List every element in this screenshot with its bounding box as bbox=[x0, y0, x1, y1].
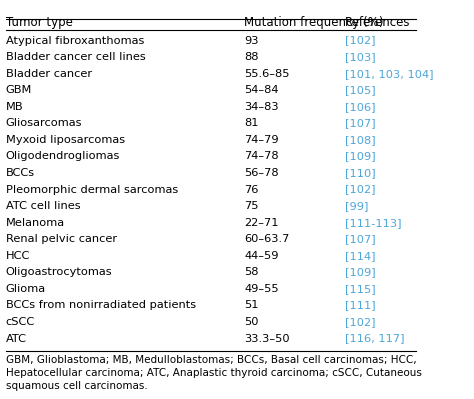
Text: 74–78: 74–78 bbox=[245, 152, 279, 162]
Text: 22–71: 22–71 bbox=[245, 217, 279, 228]
Text: 93: 93 bbox=[245, 36, 259, 45]
Text: Mutation frequency (%): Mutation frequency (%) bbox=[245, 16, 384, 29]
Text: 49–55: 49–55 bbox=[245, 284, 279, 294]
Text: [109]: [109] bbox=[345, 152, 375, 162]
Text: Melanoma: Melanoma bbox=[6, 217, 65, 228]
Text: BCCs from nonirradiated patients: BCCs from nonirradiated patients bbox=[6, 300, 196, 310]
Text: [101, 103, 104]: [101, 103, 104] bbox=[345, 69, 434, 79]
Text: 44–59: 44–59 bbox=[245, 251, 279, 261]
Text: Tumor type: Tumor type bbox=[6, 16, 73, 29]
Text: [111-113]: [111-113] bbox=[345, 217, 401, 228]
Text: [107]: [107] bbox=[345, 119, 375, 128]
Text: Oligoastrocytomas: Oligoastrocytomas bbox=[6, 267, 112, 277]
Text: GBM: GBM bbox=[6, 85, 32, 95]
Text: [107]: [107] bbox=[345, 234, 375, 244]
Text: Bladder cancer: Bladder cancer bbox=[6, 69, 91, 79]
Text: Gliosarcomas: Gliosarcomas bbox=[6, 119, 82, 128]
Text: [103]: [103] bbox=[345, 52, 375, 62]
Text: 81: 81 bbox=[245, 119, 259, 128]
Text: [109]: [109] bbox=[345, 267, 375, 277]
Text: 56–78: 56–78 bbox=[245, 168, 279, 178]
Text: ATC cell lines: ATC cell lines bbox=[6, 201, 80, 211]
Text: [116, 117]: [116, 117] bbox=[345, 334, 404, 344]
Text: Renal pelvic cancer: Renal pelvic cancer bbox=[6, 234, 117, 244]
Text: [110]: [110] bbox=[345, 168, 375, 178]
Text: 33.3–50: 33.3–50 bbox=[245, 334, 290, 344]
Text: [105]: [105] bbox=[345, 85, 375, 95]
Text: [114]: [114] bbox=[345, 251, 375, 261]
Text: Oligodendrogliomas: Oligodendrogliomas bbox=[6, 152, 120, 162]
Text: Glioma: Glioma bbox=[6, 284, 46, 294]
Text: [99]: [99] bbox=[345, 201, 368, 211]
Text: 60–63.7: 60–63.7 bbox=[245, 234, 290, 244]
Text: ATC: ATC bbox=[6, 334, 27, 344]
Text: 88: 88 bbox=[245, 52, 259, 62]
Text: MB: MB bbox=[6, 102, 23, 112]
Text: 75: 75 bbox=[245, 201, 259, 211]
Text: HCC: HCC bbox=[6, 251, 30, 261]
Text: Myxoid liposarcomas: Myxoid liposarcomas bbox=[6, 135, 125, 145]
Text: [102]: [102] bbox=[345, 184, 375, 195]
Text: 76: 76 bbox=[245, 184, 259, 195]
Text: 34–83: 34–83 bbox=[245, 102, 279, 112]
Text: [106]: [106] bbox=[345, 102, 375, 112]
Text: 51: 51 bbox=[245, 300, 259, 310]
Text: Bladder cancer cell lines: Bladder cancer cell lines bbox=[6, 52, 146, 62]
Text: 50: 50 bbox=[245, 317, 259, 327]
Text: Pleomorphic dermal sarcomas: Pleomorphic dermal sarcomas bbox=[6, 184, 178, 195]
Text: GBM, Glioblastoma; MB, Medulloblastomas; BCCs, Basal cell carcinomas; HCC,
Hepat: GBM, Glioblastoma; MB, Medulloblastomas;… bbox=[6, 355, 421, 391]
Text: [115]: [115] bbox=[345, 284, 375, 294]
Text: Atypical fibroxanthomas: Atypical fibroxanthomas bbox=[6, 36, 144, 45]
Text: 54–84: 54–84 bbox=[245, 85, 279, 95]
Text: [102]: [102] bbox=[345, 317, 375, 327]
Text: 58: 58 bbox=[245, 267, 259, 277]
Text: References: References bbox=[345, 16, 410, 29]
Text: [111]: [111] bbox=[345, 300, 375, 310]
Text: cSCC: cSCC bbox=[6, 317, 35, 327]
Text: BCCs: BCCs bbox=[6, 168, 35, 178]
Text: 55.6–85: 55.6–85 bbox=[245, 69, 290, 79]
Text: [108]: [108] bbox=[345, 135, 375, 145]
Text: [102]: [102] bbox=[345, 36, 375, 45]
Text: 74–79: 74–79 bbox=[245, 135, 279, 145]
